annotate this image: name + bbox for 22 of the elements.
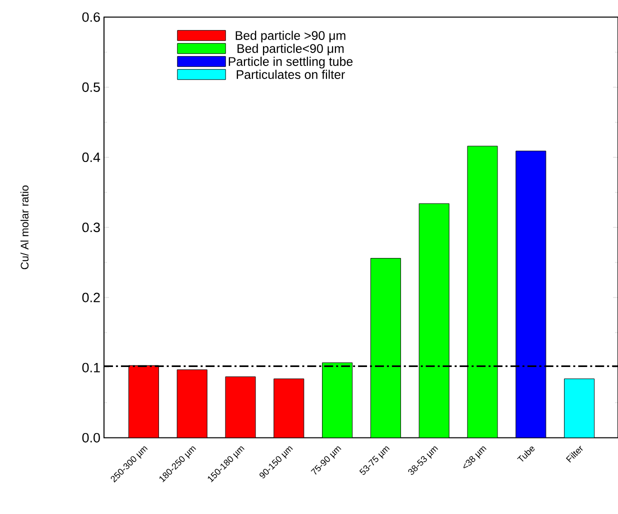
x-tick-label: Tube	[517, 446, 535, 462]
y-tick-label: 0.6	[82, 12, 100, 22]
bar	[225, 376, 256, 438]
y-tick-label: 0.3	[82, 222, 100, 232]
legend-label: Bed particle >90 μm	[236, 30, 346, 42]
bar	[370, 258, 401, 438]
y-tick-label: 0.1	[82, 362, 100, 372]
bar	[322, 362, 353, 438]
x-tick-label: <38 µm	[463, 446, 486, 468]
legend-label: Particulates on filter	[236, 70, 345, 79]
legend-label: Bed particle<90 μm	[238, 44, 344, 56]
bar	[176, 369, 208, 438]
legend-label: Particle in settling tube	[228, 56, 353, 68]
y-axis-title: Cu/ Al molar ratio	[20, 186, 29, 270]
y-tick-label: 0.2	[82, 292, 100, 302]
y-tick-label: 0.5	[82, 82, 100, 92]
bar	[274, 378, 304, 438]
bar	[467, 146, 498, 438]
y-tick-label: 0.0	[82, 432, 100, 442]
bar	[418, 203, 450, 438]
bar	[128, 365, 159, 438]
y-tick-label: 0.4	[82, 152, 100, 162]
